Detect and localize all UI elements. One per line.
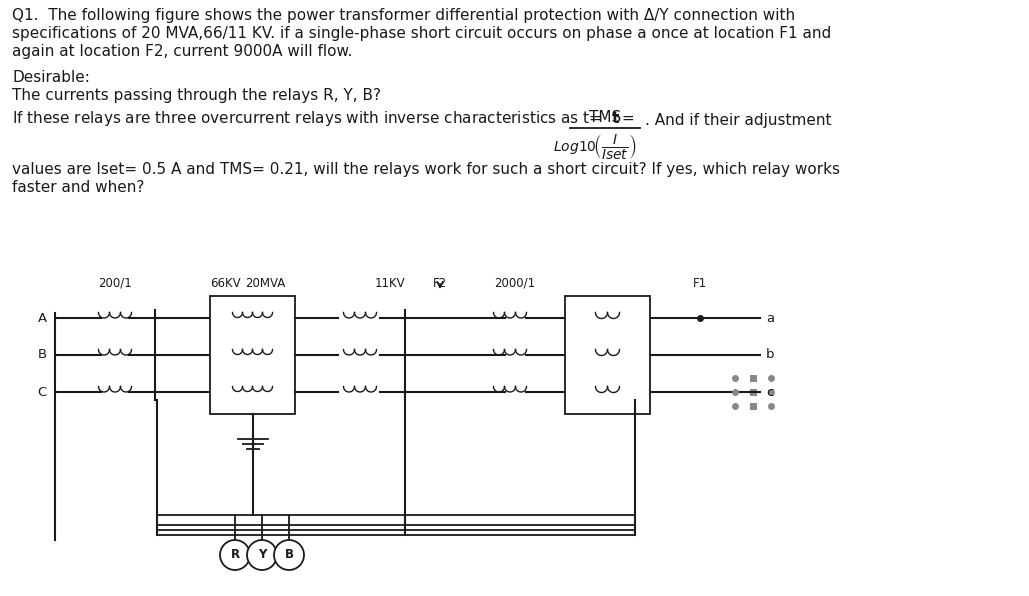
Text: B: B <box>38 349 47 362</box>
Text: 20MVA: 20MVA <box>245 277 285 290</box>
Text: faster and when?: faster and when? <box>12 180 144 195</box>
Text: values are Iset= 0.5 A and TMS= 0.21, will the relays work for such a short circ: values are Iset= 0.5 A and TMS= 0.21, wi… <box>12 162 840 177</box>
Circle shape <box>247 540 277 570</box>
Text: $Log10\!\left(\dfrac{I}{Iset}\right)$: $Log10\!\left(\dfrac{I}{Iset}\right)$ <box>554 132 637 161</box>
Text: b: b <box>766 349 775 362</box>
Text: again at location F2, current 9000A will flow.: again at location F2, current 9000A will… <box>12 44 353 59</box>
Text: specifications of 20 MVA,66/11 KV. if a single-phase short circuit occurs on pha: specifications of 20 MVA,66/11 KV. if a … <box>12 26 831 41</box>
Bar <box>565 296 650 414</box>
Text: F2: F2 <box>433 277 447 290</box>
Bar <box>210 296 295 414</box>
Text: Y: Y <box>258 548 267 561</box>
Circle shape <box>274 540 304 570</box>
Text: R: R <box>230 548 240 561</box>
Text: Desirable:: Desirable: <box>12 70 90 85</box>
Circle shape <box>220 540 250 570</box>
Bar <box>750 403 756 409</box>
Text: TMS: TMS <box>589 110 622 125</box>
Text: 200/1: 200/1 <box>98 277 132 290</box>
Text: 11KV: 11KV <box>375 277 405 290</box>
Text: 2000/1: 2000/1 <box>495 277 535 290</box>
Text: A: A <box>38 312 47 324</box>
Text: . And if their adjustment: . And if their adjustment <box>645 113 831 128</box>
Text: If these relays are three overcurrent relays with inverse characteristics as t= : If these relays are three overcurrent re… <box>12 109 635 128</box>
Text: The currents passing through the relays R, Y, B?: The currents passing through the relays … <box>12 88 381 103</box>
Text: B: B <box>284 548 293 561</box>
Text: Q1.  The following figure shows the power transformer differential protection wi: Q1. The following figure shows the power… <box>12 8 795 23</box>
Text: C: C <box>38 386 47 399</box>
Text: F1: F1 <box>693 277 707 290</box>
Text: c: c <box>766 386 774 399</box>
Text: 66KV: 66KV <box>210 277 241 290</box>
Bar <box>750 375 756 381</box>
Text: a: a <box>766 312 774 324</box>
Bar <box>750 389 756 395</box>
